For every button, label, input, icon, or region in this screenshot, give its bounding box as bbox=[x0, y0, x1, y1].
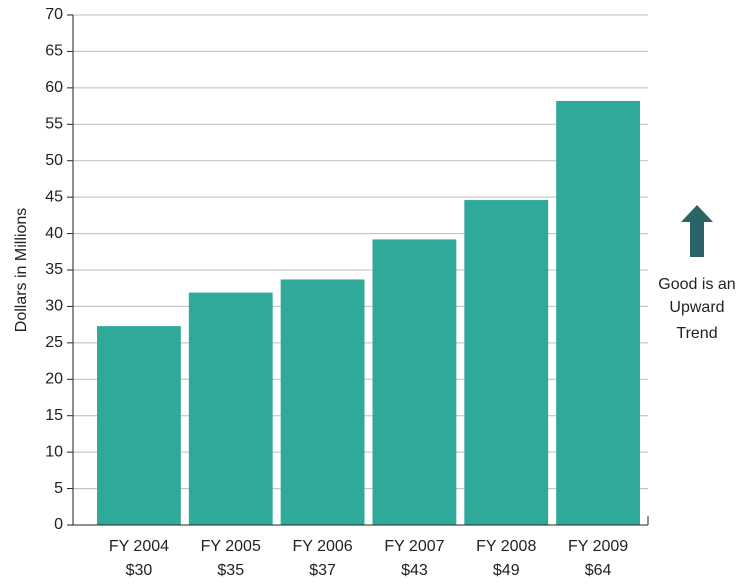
bar-fy-2009 bbox=[556, 100, 640, 525]
bar-fy-2005 bbox=[188, 292, 273, 525]
x-value-label: $30 bbox=[126, 562, 153, 579]
y-tick-label: 45 bbox=[45, 188, 63, 205]
note-line-1: Good is an bbox=[658, 276, 735, 293]
x-value-label: $37 bbox=[309, 562, 336, 579]
x-tick-label: FY 2009 bbox=[568, 538, 628, 555]
x-value-label: $35 bbox=[217, 562, 244, 579]
y-tick-label: 10 bbox=[45, 443, 63, 460]
y-tick-label: 50 bbox=[45, 152, 63, 169]
y-tick-label: 0 bbox=[54, 516, 63, 533]
y-tick-labels: 0 5 10 15 20 25 30 35 40 45 50 55 60 65 70 bbox=[45, 6, 63, 533]
y-tick-label: 40 bbox=[45, 225, 63, 242]
bar-fy-2008 bbox=[464, 200, 549, 526]
y-tick-label: 15 bbox=[45, 407, 63, 424]
bar-fy-2004 bbox=[97, 326, 181, 525]
x-tick-label: FY 2005 bbox=[201, 538, 261, 555]
bars bbox=[97, 100, 640, 526]
y-tick-label: 60 bbox=[45, 79, 63, 96]
axes bbox=[67, 14, 649, 526]
x-tick-label: FY 2006 bbox=[292, 538, 352, 555]
y-tick-label: 65 bbox=[45, 43, 63, 60]
y-tick-label: 35 bbox=[45, 261, 63, 278]
y-tick-label: 30 bbox=[45, 298, 63, 315]
up-arrow-icon bbox=[681, 205, 713, 257]
y-tick-label: 5 bbox=[54, 480, 63, 497]
x-tick-labels: FY 2004 $30 FY 2005 $35 FY 2006 $37 FY 2007 $43… bbox=[109, 538, 628, 579]
y-tick-label: 25 bbox=[45, 334, 63, 351]
note-line-2: Upward bbox=[669, 299, 724, 316]
y-tick-label: 55 bbox=[45, 116, 63, 133]
x-tick-label: FY 2008 bbox=[476, 538, 536, 555]
y-tick-label: 20 bbox=[45, 371, 63, 388]
bar-fy-2007 bbox=[372, 239, 457, 525]
upward-trend-note: Good is an Upward Trend bbox=[658, 205, 736, 342]
bar-fy-2006 bbox=[280, 279, 365, 525]
note-line-3: Trend bbox=[676, 325, 717, 342]
x-value-label: $49 bbox=[493, 562, 520, 579]
y-axis-title: Dollars in Millions bbox=[13, 208, 30, 332]
x-tick-label: FY 2007 bbox=[384, 538, 444, 555]
y-tick-label: 70 bbox=[45, 6, 63, 23]
x-tick-label: FY 2004 bbox=[109, 538, 169, 555]
x-value-label: $64 bbox=[585, 562, 612, 579]
x-value-label: $43 bbox=[401, 562, 428, 579]
